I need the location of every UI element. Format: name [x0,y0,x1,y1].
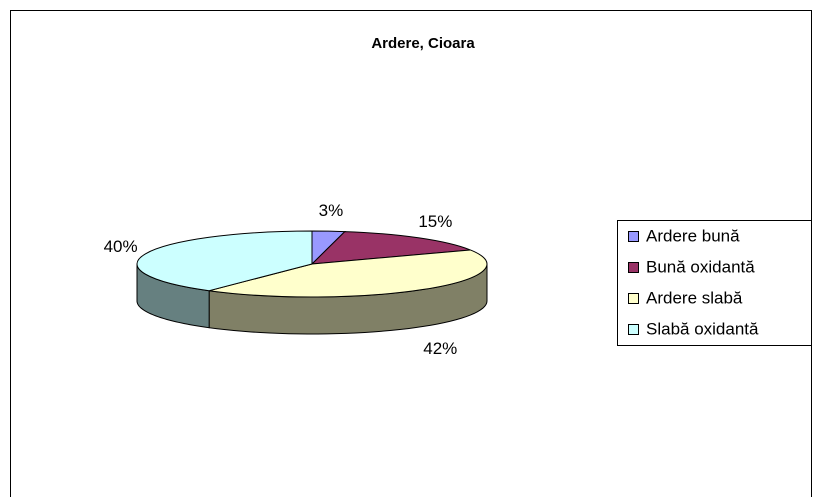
legend-label: Ardere bună [646,226,740,245]
legend-swatch [628,293,639,304]
legend-swatch [628,231,639,242]
legend-label: Ardere slabă [646,288,743,307]
legend-swatch [628,324,639,335]
legend-label: Slabă oxidantă [646,319,759,338]
slice [209,249,488,298]
chart-title: Ardere, Cioara [371,35,475,52]
data-label: 15% [418,212,452,231]
data-label: 3% [319,201,344,220]
slice [310,231,471,265]
legend-label: Bună oxidantă [646,257,755,276]
data-label: 42% [423,339,457,358]
legend [617,220,812,346]
data-label: 40% [104,237,138,256]
legend-swatch [628,262,639,273]
slice [136,230,313,292]
